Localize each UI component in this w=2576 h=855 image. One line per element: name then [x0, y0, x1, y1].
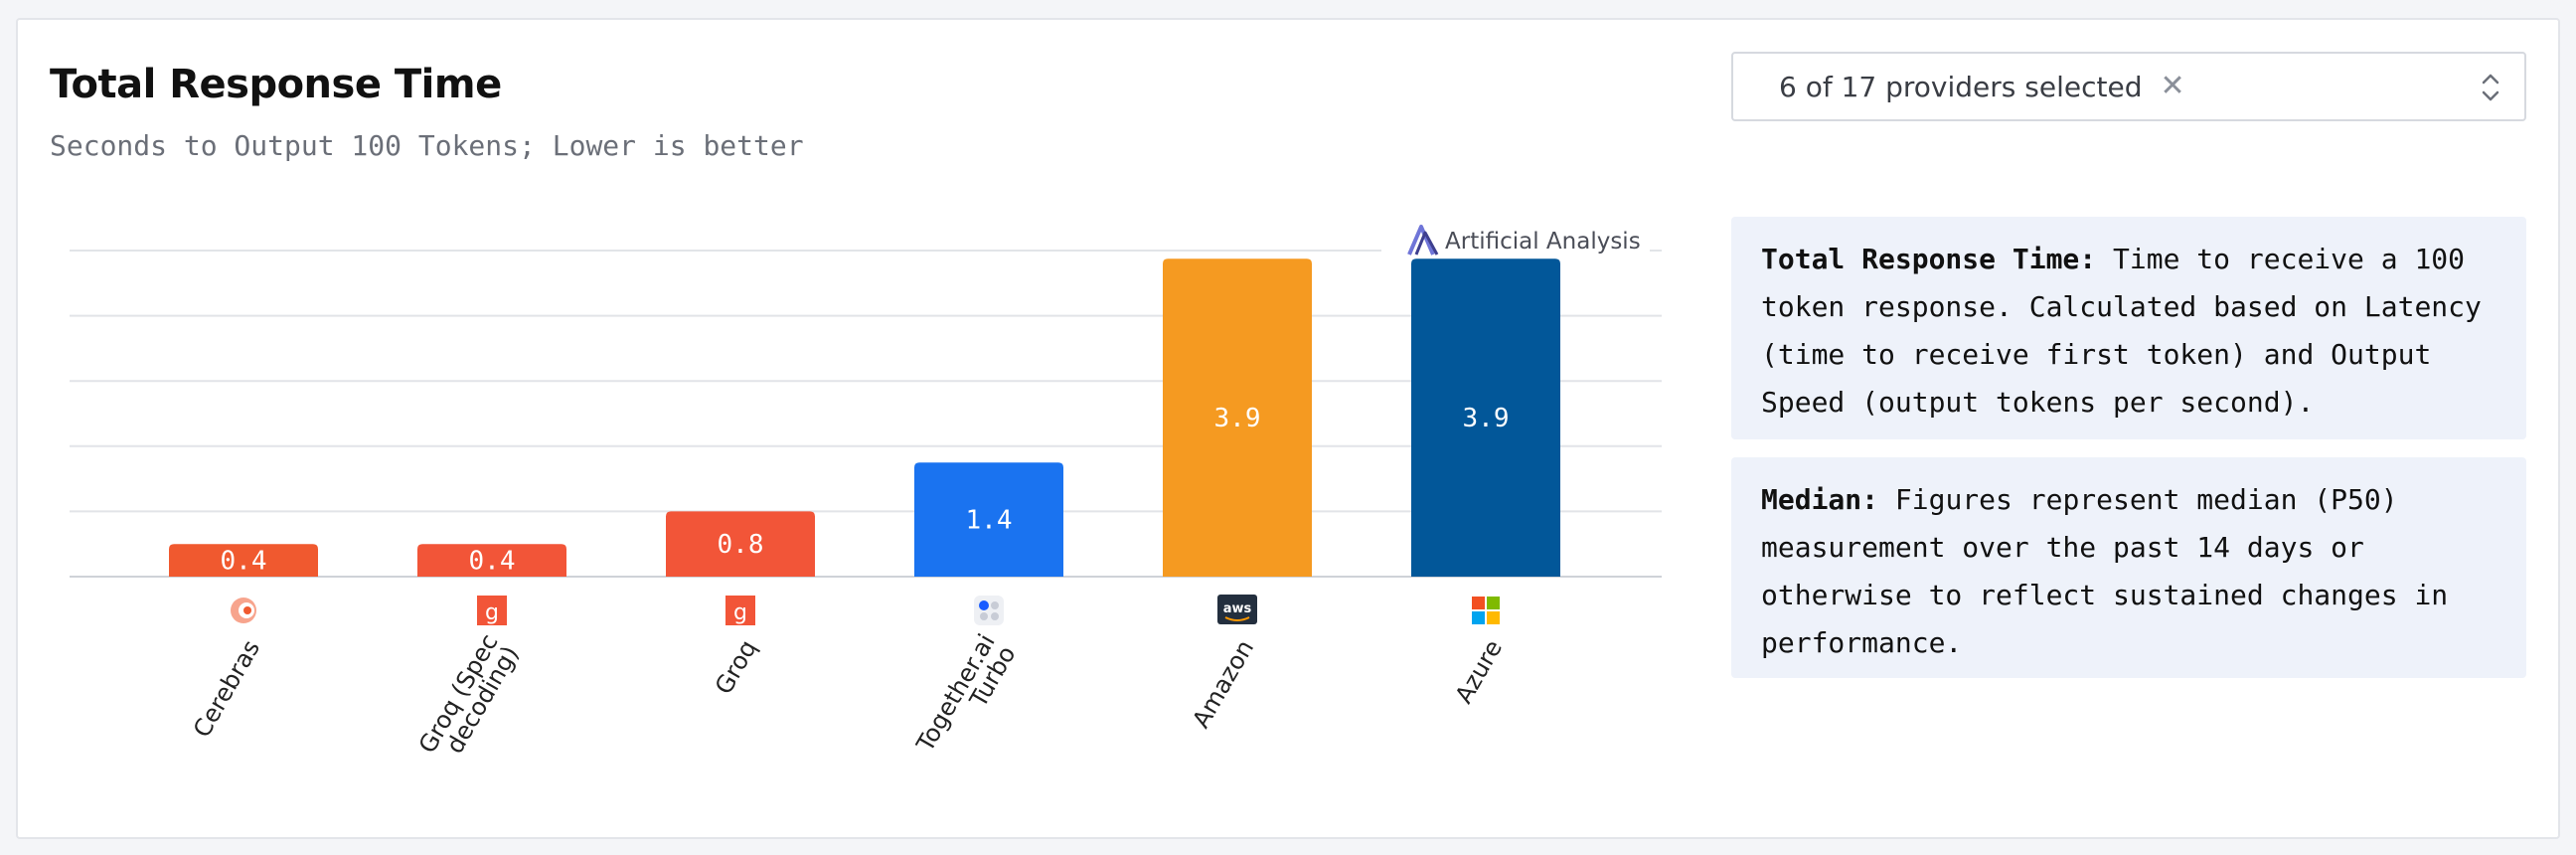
provider-select-label: 6 of 17 providers selected: [1779, 70, 2143, 103]
close-icon[interactable]: ✕: [2160, 69, 2185, 103]
info-text: Time to receive a 100 token response. Ca…: [1761, 243, 2482, 419]
bar: [666, 511, 815, 577]
bar-chart: 0.4 0.4 0.8 1.4 3.9 3.9 g g aws Cerebras Groq (S…: [70, 223, 1662, 770]
bar-value-label: 0.4: [221, 547, 267, 577]
microsoft-logo-icon: [1472, 597, 1500, 624]
info-heading: Median:: [1761, 483, 1879, 516]
bars: 0.4 0.4 0.8 1.4 3.9 3.9: [169, 258, 1560, 577]
info-text: Figures represent median (P50) measureme…: [1761, 483, 2449, 659]
bar: [914, 462, 1063, 577]
info-heading: Total Response Time:: [1761, 243, 2097, 275]
bar-value-label: 3.9: [1214, 404, 1261, 433]
svg-text:aws: aws: [1223, 601, 1252, 616]
groq-logo-icon: g: [477, 596, 507, 625]
svg-text:g: g: [733, 600, 747, 625]
x-tick-label: Azure: [1450, 635, 1508, 708]
bar: [1163, 258, 1312, 577]
x-tick-label: Together.aiTurbo: [910, 629, 1021, 770]
bar: [417, 544, 566, 577]
svg-text:g: g: [485, 600, 499, 625]
aws-logo-icon: aws: [1217, 595, 1257, 624]
artificial-analysis-logo-icon: [1407, 225, 1439, 256]
watermark: Artificial Analysis: [1381, 223, 1650, 258]
info-median: Median: Figures represent median (P50) m…: [1731, 457, 2526, 678]
chevron-updown-icon: [2482, 74, 2499, 101]
x-tick-label: Amazon: [1187, 635, 1259, 733]
provider-select[interactable]: 6 of 17 providers selected ✕: [1731, 52, 2526, 121]
bar-value-label: 1.4: [966, 506, 1013, 536]
tick-icons: g g aws: [231, 595, 1500, 625]
x-tick-label: Groq (Specdecoding): [413, 629, 525, 770]
watermark-text: Artificial Analysis: [1445, 229, 1641, 255]
x-tick-labels: Cerebras Groq (Specdecoding) Groq Together.…: [188, 629, 1508, 770]
cerebras-logo-icon: [231, 598, 256, 623]
bar-value-label: 3.9: [1463, 404, 1510, 433]
x-tick-label: Cerebras: [188, 635, 265, 742]
info-total-response-time: Total Response Time: Time to receive a 1…: [1731, 217, 2526, 439]
groq-logo-icon: g: [725, 596, 755, 625]
together-ai-logo-icon: [974, 596, 1004, 625]
bar: [1411, 258, 1560, 577]
x-tick-label: Groq: [710, 635, 762, 699]
chart-title: Total Response Time: [50, 62, 502, 107]
bar: [169, 544, 318, 577]
chart-subtitle: Seconds to Output 100 Tokens; Lower is b…: [50, 129, 804, 162]
bar-value-label: 0.4: [469, 547, 516, 577]
bar-value-label: 0.8: [718, 530, 764, 560]
